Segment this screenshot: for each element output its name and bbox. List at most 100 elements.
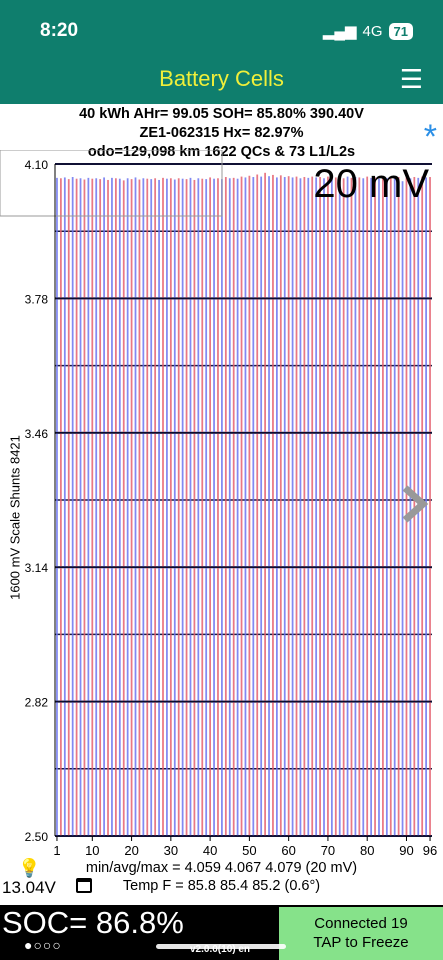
cell-bar (354, 177, 357, 836)
calendar-icon[interactable] (76, 878, 92, 893)
x-tick-label: 96 (423, 843, 437, 858)
status-indicators: ▂▄▆ 4G 71 (323, 22, 413, 40)
zoom-box (0, 150, 223, 217)
cell-bar (346, 176, 349, 837)
cell-voltage-chart[interactable]: 4.10 3.78 3.46 3.14 2.82 2.50 1 10 20 30 40 50 60 70 8… (0, 150, 443, 862)
cell-bar (303, 177, 306, 836)
hamburger-menu-icon[interactable]: ☰ (399, 64, 423, 94)
cell-bar (385, 177, 388, 837)
cell-bar (181, 178, 184, 836)
cell-bar (342, 178, 345, 836)
cell-bar (83, 179, 86, 837)
cell-bar (256, 174, 259, 836)
cell-bar (319, 177, 321, 836)
cell-bar (279, 175, 282, 837)
home-indicator (156, 944, 286, 949)
cell-bar (260, 176, 263, 837)
cell-bar (236, 178, 239, 836)
cell-bar (162, 177, 164, 837)
x-tick-label: 50 (242, 843, 256, 858)
cell-bar (240, 176, 243, 837)
cell-bar (283, 177, 286, 836)
cell-bar (146, 178, 149, 836)
page-title: Battery Cells (159, 66, 284, 91)
y-tick-label: 3.46 (25, 427, 49, 441)
info-line-1: 40 kWh AHr= 99.05 SOH= 85.80% 390.40V (79, 106, 364, 122)
star-icon[interactable]: * (423, 118, 437, 156)
cell-bar (189, 177, 192, 837)
cell-bar (307, 177, 310, 837)
cell-bar (378, 178, 380, 836)
cell-bar (327, 176, 329, 837)
cell-bar (107, 179, 109, 837)
cell-bar (71, 177, 74, 836)
cell-bar (95, 178, 98, 836)
cell-bar (244, 177, 247, 836)
cell-bar (224, 177, 227, 836)
cell-bar (362, 178, 365, 836)
cell-bar (134, 177, 137, 836)
scale-label[interactable]: 20 mV (313, 162, 429, 206)
cell-bar (429, 177, 431, 836)
cell-bar (330, 177, 333, 837)
cell-bar (197, 178, 200, 836)
cell-bar (138, 179, 141, 837)
cell-bar (248, 175, 251, 836)
cell-bar (338, 177, 341, 836)
cell-bar (213, 178, 215, 836)
cell-bar (272, 174, 274, 837)
network-label: 4G (362, 22, 383, 40)
x-tick-label: 90 (399, 843, 413, 858)
x-tick-label: 40 (203, 843, 217, 858)
cell-bar (252, 177, 255, 836)
cell-bar (401, 181, 404, 837)
cell-bar (323, 178, 325, 836)
cell-bar (264, 172, 266, 836)
cell-bar (232, 177, 235, 837)
x-tick-label: 60 (281, 843, 295, 858)
cell-bar (111, 177, 113, 837)
cell-bar (299, 178, 302, 836)
x-tick-label: 30 (164, 843, 178, 858)
cell-bar (56, 177, 58, 837)
cell-bar (405, 177, 408, 836)
cell-bar (201, 178, 204, 836)
stats-min-avg-max: min/avg/max = 4.059 4.067 4.079 (20 mV) (85, 860, 358, 876)
page-indicator[interactable]: ●○○○ (24, 937, 62, 953)
signal-icon: ▂▄▆ (322, 23, 357, 40)
cell-bar (295, 176, 298, 837)
y-tick-label: 3.78 (25, 292, 49, 306)
cell-bar (154, 178, 157, 836)
cell-bar (275, 177, 278, 836)
cell-bar (425, 177, 427, 836)
x-tick-label: 80 (360, 843, 374, 858)
freeze-label: TAP to Freeze (313, 934, 409, 951)
cell-bar (205, 179, 208, 836)
connect-freeze-button[interactable]: Connected 19 TAP to Freeze (279, 907, 443, 960)
cell-bar (150, 179, 153, 836)
cell-bar (99, 179, 102, 836)
info-line-2: ZE1-062315 Hx= 82.97% (139, 125, 304, 141)
status-bar: 8:20 ▂▄▆ 4G 71 (0, 0, 443, 58)
aux-battery-voltage: 13.04V (2, 878, 56, 897)
cell-bar (130, 179, 133, 836)
lightbulb-icon[interactable]: 💡 (18, 858, 41, 878)
cell-bar (366, 176, 369, 837)
cell-bar (389, 177, 392, 836)
stats-temperature: Temp F = 85.8 85.4 85.2 (0.6°) (122, 878, 321, 894)
y-axis-title: 1600 mV Scale Shunts 8421 (7, 435, 23, 600)
cell-bar (382, 177, 384, 836)
connect-status: Connected 19 (314, 915, 408, 932)
status-time: 8:20 (40, 20, 79, 41)
cell-bar (358, 177, 361, 836)
soc-readout: SOC= 86.8% (2, 905, 184, 940)
cell-bar (268, 176, 270, 836)
cell-bar (228, 178, 231, 836)
cell-bar (221, 179, 223, 836)
cell-bar (166, 178, 168, 836)
cell-bar (315, 177, 318, 836)
chevron-right-icon[interactable] (399, 484, 429, 524)
cell-bar (409, 178, 412, 836)
x-tick-label: 10 (85, 843, 99, 858)
info-line-3: odo=129,098 km 1622 QCs & 73 L1/L2s (87, 144, 356, 160)
